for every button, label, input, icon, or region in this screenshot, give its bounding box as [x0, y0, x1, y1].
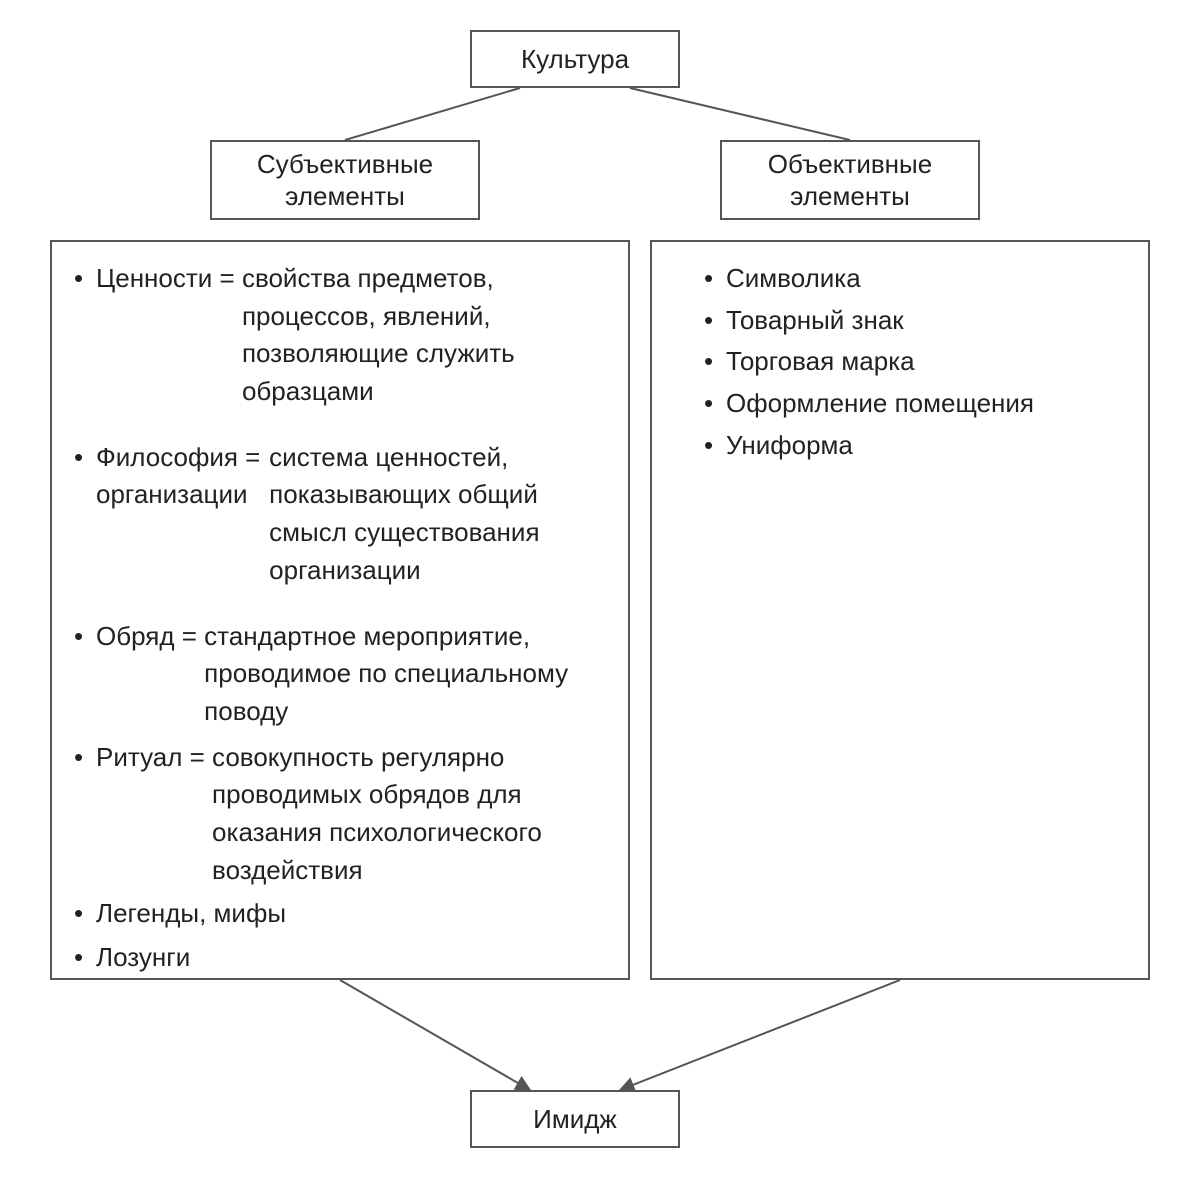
subjective-def: стандартное мероприятие, проводимое по с…	[204, 618, 606, 731]
edge	[340, 980, 530, 1090]
objective-label: Товарный знак	[726, 302, 904, 340]
bullet-icon: •	[74, 439, 96, 477]
subjective-item: •Легенды, мифы	[74, 895, 606, 933]
edge	[345, 88, 520, 140]
objective-label: Торговая марка	[726, 343, 915, 381]
subjective-item: •Ритуал = совокупность регулярно проводи…	[74, 739, 606, 890]
bullet-icon: •	[74, 260, 96, 298]
objective-label: Униформа	[726, 427, 853, 465]
node-subjective: Субъективные элементы	[210, 140, 480, 220]
bullet-icon: •	[704, 302, 726, 340]
bullet-icon: •	[74, 939, 96, 977]
node-culture-label: Культура	[521, 43, 629, 76]
bullet-icon: •	[74, 895, 96, 933]
panel-objective: •Символика•Товарный знак•Торговая марка•…	[650, 240, 1150, 980]
edge	[620, 980, 900, 1090]
panel-subjective: •Ценности = свойства предметов, процессо…	[50, 240, 630, 980]
objective-item: •Товарный знак	[704, 302, 1126, 340]
subjective-term: Ритуал =	[96, 739, 212, 777]
bullet-icon: •	[74, 618, 96, 656]
subjective-def: система ценностей, показывающих общий см…	[269, 439, 606, 590]
node-subjective-label: Субъективные элементы	[257, 148, 433, 213]
bullet-icon: •	[704, 385, 726, 423]
objective-item: •Торговая марка	[704, 343, 1126, 381]
subjective-item: •Лозунги	[74, 939, 606, 977]
subjective-def: свойства предметов, процессов, явлений, …	[242, 260, 606, 411]
node-objective-label: Объективные элементы	[768, 148, 932, 213]
objective-label: Символика	[726, 260, 861, 298]
node-objective: Объективные элементы	[720, 140, 980, 220]
subjective-term: Легенды, мифы	[96, 895, 286, 933]
objective-item: •Униформа	[704, 427, 1126, 465]
bullet-icon: •	[704, 260, 726, 298]
subjective-item: •Обряд = стандартное мероприятие, провод…	[74, 618, 606, 731]
subjective-term: Философия = организации	[96, 439, 269, 514]
subjective-item: •Философия = организации система ценност…	[74, 439, 606, 590]
subjective-term: Ценности =	[96, 260, 242, 298]
node-image: Имидж	[470, 1090, 680, 1148]
node-image-label: Имидж	[533, 1103, 617, 1136]
subjective-term: Лозунги	[96, 939, 190, 977]
subjective-item: •Ценности = свойства предметов, процессо…	[74, 260, 606, 411]
subjective-term: Обряд =	[96, 618, 204, 656]
bullet-icon: •	[704, 427, 726, 465]
objective-label: Оформление помещения	[726, 385, 1034, 423]
edge	[630, 88, 850, 140]
node-culture: Культура	[470, 30, 680, 88]
objective-item: •Оформление помещения	[704, 385, 1126, 423]
bullet-icon: •	[74, 739, 96, 777]
subjective-def: совокупность регулярно проводимых обрядо…	[212, 739, 606, 890]
objective-item: •Символика	[704, 260, 1126, 298]
bullet-icon: •	[704, 343, 726, 381]
